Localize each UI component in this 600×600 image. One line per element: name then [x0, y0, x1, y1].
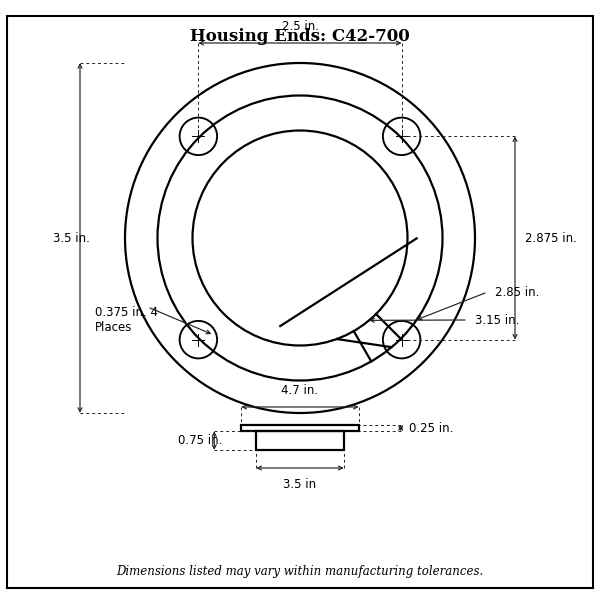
- Text: Housing Ends: C42-700: Housing Ends: C42-700: [190, 28, 410, 45]
- Text: 0.25 in.: 0.25 in.: [409, 422, 453, 434]
- Bar: [241, 425, 359, 431]
- Bar: [256, 431, 344, 450]
- Text: 3.5 in: 3.5 in: [283, 478, 317, 491]
- Text: 0.75 in.: 0.75 in.: [178, 434, 222, 447]
- Text: 0.375 in. 4
Places: 0.375 in. 4 Places: [95, 306, 158, 334]
- Text: 3.15 in.: 3.15 in.: [475, 313, 520, 326]
- Text: Dimensions listed may vary within manufacturing tolerances.: Dimensions listed may vary within manufa…: [116, 565, 484, 578]
- Text: 2.875 in.: 2.875 in.: [525, 232, 577, 245]
- Text: 2.5 in.: 2.5 in.: [281, 20, 319, 33]
- Text: 4.7 in.: 4.7 in.: [281, 384, 319, 397]
- Text: 3.5 in.: 3.5 in.: [53, 232, 90, 245]
- Text: 2.85 in.: 2.85 in.: [495, 286, 539, 299]
